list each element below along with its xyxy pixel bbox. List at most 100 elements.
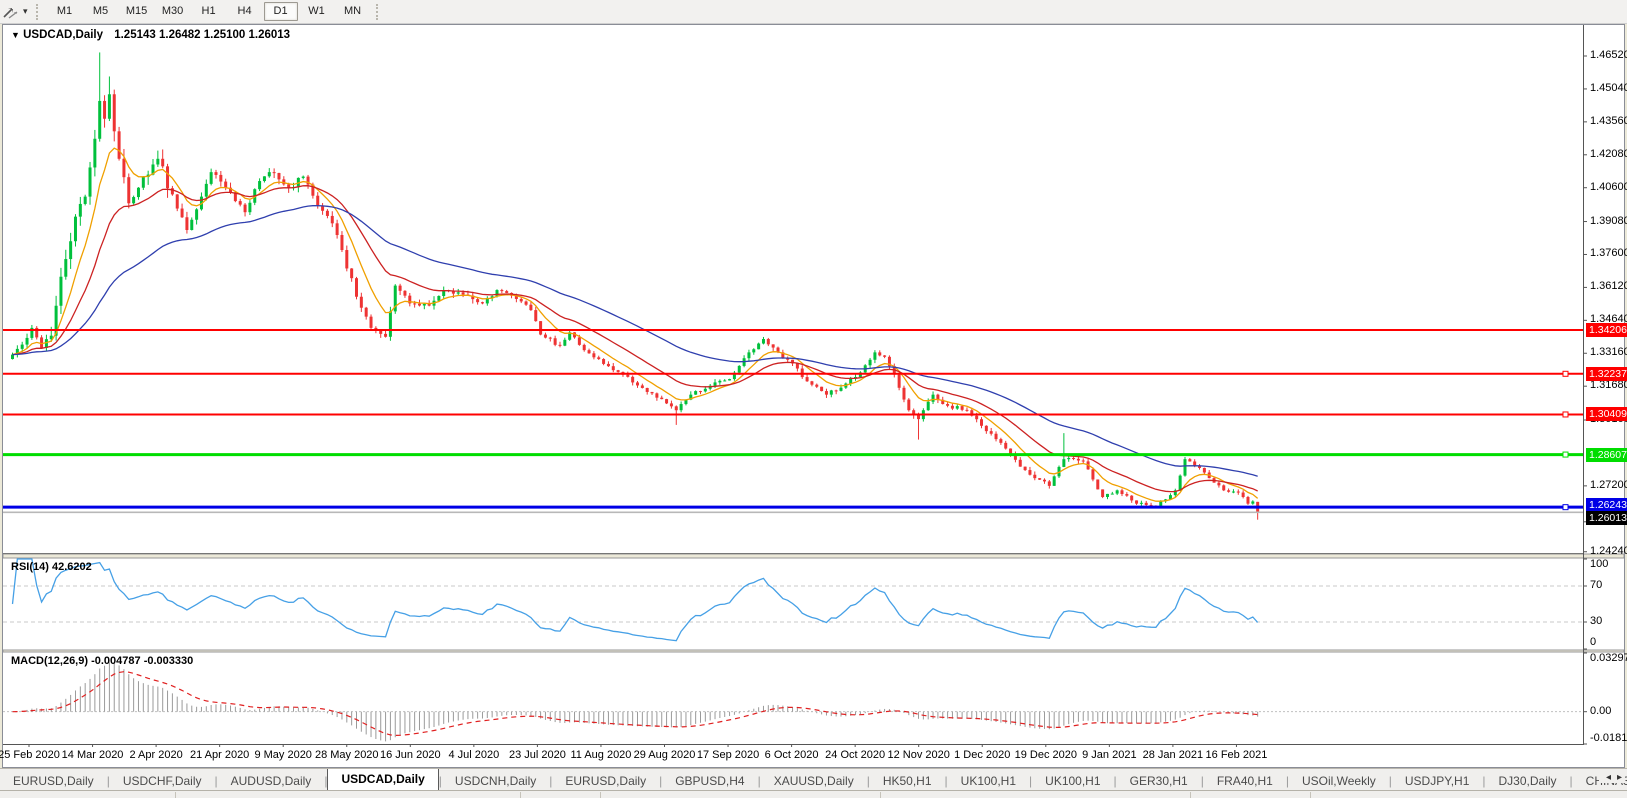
tab-scroll-arrows: ◂ ▸ bbox=[1598, 772, 1625, 783]
price-axis-label: 1.40600 bbox=[1590, 180, 1627, 193]
symbol-tab-xauusd-daily[interactable]: XAUUSD,Daily bbox=[773, 774, 854, 788]
rsi-axis-label: 30 bbox=[1590, 615, 1603, 627]
level-handle[interactable] bbox=[1562, 451, 1569, 458]
ma-lines bbox=[12, 185, 1258, 493]
moving-average-50 bbox=[12, 205, 1258, 477]
chart-ohlc-values: 1.25143 1.26482 1.25100 1.26013 bbox=[114, 29, 291, 41]
macd-signal-line bbox=[12, 671, 1258, 737]
timeframe-w1-button[interactable]: W1 bbox=[308, 5, 325, 17]
status-separator bbox=[880, 792, 881, 798]
macd-axis-label: -0.018154 bbox=[1590, 732, 1627, 744]
symbol-tab-fra40-h1[interactable]: FRA40,H1 bbox=[1216, 774, 1273, 788]
price-axis-label: 1.24240 bbox=[1590, 544, 1627, 557]
symbol-tab-bar: EURUSD,Daily | USDCHF,Daily | AUDUSD,Daily | U… bbox=[0, 768, 1627, 791]
symbol-tab-usdjpy-h1[interactable]: USDJPY,H1 bbox=[1404, 774, 1470, 788]
chart-symbol-period: USDCAD,Daily bbox=[23, 29, 104, 41]
tab-scroll-right-icon[interactable]: ▸ bbox=[1616, 772, 1622, 783]
date-axis-label: 14 Mar 2020 bbox=[61, 749, 124, 761]
date-axis-label: 1 Dec 2020 bbox=[954, 749, 1011, 761]
timeframe-m30-button[interactable]: M30 bbox=[161, 5, 184, 17]
symbol-tab-ger30-h1[interactable]: GER30,H1 bbox=[1129, 774, 1188, 788]
price-axis-label: 1.39080 bbox=[1590, 214, 1627, 227]
panel-divider[interactable] bbox=[3, 553, 1624, 559]
price-axis-label: 1.36120 bbox=[1590, 280, 1627, 293]
timeframe-mn-button[interactable]: MN bbox=[343, 5, 362, 17]
status-bar bbox=[0, 790, 1627, 798]
symbol-tab-usdcnh-daily[interactable]: USDCNH,Daily bbox=[454, 774, 537, 788]
timeframe-h1-button[interactable]: H1 bbox=[201, 5, 216, 17]
level-handle[interactable] bbox=[1562, 411, 1569, 418]
status-separator bbox=[1310, 792, 1311, 798]
timeframe-m1-button[interactable]: M1 bbox=[56, 5, 73, 17]
symbol-tab-usdcad-daily[interactable]: USDCAD,Daily bbox=[327, 769, 439, 791]
symbol-tab-eurusd-daily[interactable]: EURUSD,Daily bbox=[13, 774, 94, 788]
symbol-tab-uk100-h1[interactable]: UK100,H1 bbox=[1045, 774, 1101, 788]
price-axis-label: 1.42080 bbox=[1590, 147, 1627, 160]
tab-separator: | bbox=[944, 774, 948, 788]
chart-title: ▼ USDCAD,Daily 1.25143 1.26482 1.25100 1… bbox=[11, 29, 290, 41]
timeframe-toolbar: ▾ M1 M5 M15 M30 H1 H4 D1 W1 MN bbox=[0, 0, 1627, 24]
chart-plot[interactable] bbox=[3, 25, 1624, 767]
timeframe-d1-button[interactable]: D1 bbox=[263, 2, 298, 21]
moving-average-20 bbox=[12, 185, 1258, 493]
toolbar-grip[interactable] bbox=[375, 3, 382, 20]
tab-separator: | bbox=[1569, 774, 1573, 788]
symbol-tab-dj30-daily[interactable]: DJ30,Daily bbox=[1498, 774, 1557, 788]
panel-frame bbox=[3, 25, 1624, 745]
ma-lines bbox=[12, 205, 1258, 477]
horizontal-levels bbox=[3, 328, 1583, 514]
macd-axis-label: 0.00 bbox=[1590, 704, 1612, 717]
date-axis-label: 29 Aug 2020 bbox=[633, 749, 696, 761]
tab-separator: | bbox=[866, 774, 870, 788]
symbol-tab-eurusd-daily[interactable]: EURUSD,Daily bbox=[565, 774, 647, 788]
tab-separator: | bbox=[214, 774, 218, 788]
toolbar-grip[interactable] bbox=[35, 3, 42, 20]
level-price-badge: 1.32237 bbox=[1586, 366, 1627, 381]
tool-dropdown-icon[interactable]: ▾ bbox=[23, 6, 28, 16]
date-axis-label: 19 Dec 2020 bbox=[1014, 749, 1077, 761]
chart-title-caret-icon[interactable]: ▼ bbox=[11, 30, 20, 40]
price-axis-label: 1.37600 bbox=[1590, 247, 1627, 260]
price-axis-label: 1.45040 bbox=[1590, 81, 1627, 94]
symbol-tab-usdchf-daily[interactable]: USDCHF,Daily bbox=[122, 774, 202, 788]
tab-scroll-left-icon[interactable]: ◂ bbox=[1605, 772, 1611, 783]
symbol-tab-audusd-daily[interactable]: AUDUSD,Daily bbox=[230, 774, 312, 788]
symbol-tab-usoil-weekly[interactable]: USOil,Weekly bbox=[1301, 774, 1376, 788]
date-axis-label: 21 Apr 2020 bbox=[189, 749, 250, 761]
chart-objects-tool-icon[interactable] bbox=[2, 4, 20, 20]
timeframe-m5-button[interactable]: M5 bbox=[92, 5, 109, 17]
symbol-tab-uk100-h1[interactable]: UK100,H1 bbox=[960, 774, 1017, 788]
date-axis-label: 25 Feb 2020 bbox=[0, 749, 60, 761]
tab-separator: | bbox=[1200, 774, 1204, 788]
price-axis-label: 1.31680 bbox=[1590, 379, 1627, 392]
status-separator bbox=[1190, 792, 1191, 798]
level-handle[interactable] bbox=[1562, 370, 1569, 377]
macd-axis-label: 0.032972 bbox=[1590, 652, 1627, 664]
timeframe-h4-button[interactable]: H4 bbox=[237, 5, 252, 17]
symbol-tab-gbpusd-h4[interactable]: GBPUSD,H4 bbox=[675, 774, 745, 788]
tab-separator: | bbox=[438, 774, 442, 788]
status-separator bbox=[175, 792, 176, 798]
macd-panel bbox=[3, 662, 1583, 742]
chart-window[interactable]: ▼ USDCAD,Daily 1.25143 1.26482 1.25100 1… bbox=[0, 24, 1627, 768]
moving-average-8 bbox=[12, 147, 1259, 502]
panel-divider[interactable] bbox=[3, 649, 1624, 653]
date-axis-label: 23 Jul 2020 bbox=[508, 749, 566, 761]
status-separator bbox=[600, 792, 601, 798]
tab-separator: | bbox=[659, 774, 663, 788]
timeframe-m15-button[interactable]: M15 bbox=[125, 5, 148, 17]
level-handle[interactable] bbox=[1562, 504, 1569, 511]
rsi-line bbox=[11, 558, 1259, 642]
tab-separator: | bbox=[1029, 774, 1033, 788]
date-axis-label: 28 May 2020 bbox=[314, 749, 379, 761]
candle-wicks bbox=[12, 52, 1259, 520]
status-separator bbox=[520, 792, 521, 798]
date-axis-label: 11 Aug 2020 bbox=[570, 749, 632, 761]
date-axis-label: 16 Feb 2021 bbox=[1205, 749, 1268, 761]
level-price-badge: 1.26243 bbox=[1586, 498, 1627, 513]
date-axis-label: 9 May 2020 bbox=[254, 749, 312, 761]
symbol-tab-hk50-h1[interactable]: HK50,H1 bbox=[882, 774, 932, 788]
candle-bodies bbox=[11, 94, 1260, 513]
level-price-badge: 1.30409 bbox=[1586, 407, 1627, 422]
